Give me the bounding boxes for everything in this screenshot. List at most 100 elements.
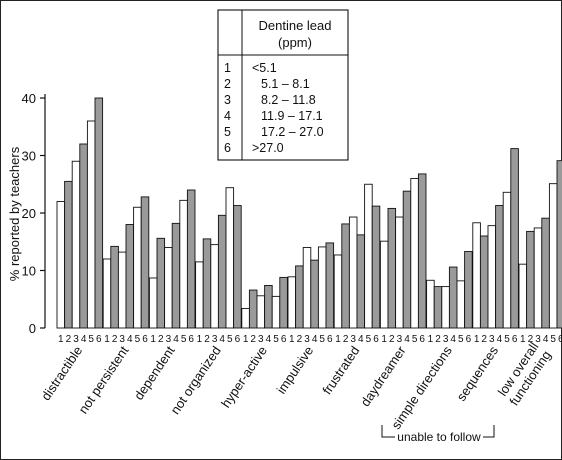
category-label-dependent: dependent [131,343,178,403]
legend-range-3: 8.2 – 11.8 [261,93,316,107]
category-label-distractible: distractible [38,343,85,403]
bar-number-dependent-6: 6 [188,334,194,345]
bar-low-overall-functioning-3 [533,227,543,329]
bar-number-not-persistent-2: 2 [112,334,118,345]
bar-low-overall-functioning-5 [548,183,558,329]
bar-number-frustrated-6: 6 [373,334,379,345]
bar-number-not-organized-1: 1 [197,334,203,345]
bar-sequences-5 [502,191,512,329]
bar-number-simple-directions-1: 1 [428,334,434,345]
bar-hyper-active-1 [241,308,250,329]
bar-daydreamer-5 [410,178,419,329]
legend-range-1: <5.1 [252,61,277,75]
bar-frustrated-4 [356,234,366,329]
bar-not-organized-1 [195,261,204,329]
bar-impulsive-6 [325,242,335,329]
bar-simple-directions-4 [448,266,458,329]
bar-number-not-persistent-1: 1 [104,334,110,345]
bar-frustrated-3 [348,216,358,329]
bar-number-sequences-1: 1 [474,334,480,345]
bar-frustrated-2 [341,223,350,329]
bar-simple-directions-1 [426,279,435,329]
y-tick-label-20: 20 [22,206,36,221]
legend-range-5: 17.2 – 27.0 [261,125,324,139]
bar-number-distractible-4: 4 [81,334,87,345]
bar-number-distractible-1: 1 [58,334,64,345]
bar-distractible-6 [94,97,104,329]
bar-number-sequences-4: 4 [497,334,503,345]
bar-sequences-3 [487,225,497,329]
bar-number-hyper-active-6: 6 [281,334,287,345]
bar-impulsive-5 [317,246,327,329]
bar-number-sequences-5: 5 [504,334,510,345]
bar-number-impulsive-6: 6 [327,334,333,345]
bar-daydreamer-4 [402,190,412,329]
bar-number-hyper-active-4: 4 [266,334,272,345]
bar-simple-directions-3 [441,286,450,329]
bar-low-overall-functioning-2 [526,230,535,329]
bar-number-not-persistent-6: 6 [142,334,148,345]
bar-not-persistent-6 [140,196,150,329]
bar-number-not-organized-5: 5 [227,334,233,345]
bar-number-hyper-active-3: 3 [258,334,264,345]
bar-low-overall-functioning-6 [556,160,562,329]
bar-dependent-5 [179,199,188,329]
bar-number-not-persistent-4: 4 [127,334,133,345]
bar-sequences-4 [495,205,504,329]
bar-impulsive-4 [310,259,319,329]
y-tick-label-0: 0 [29,321,36,336]
bar-number-simple-directions-4: 4 [450,334,456,345]
bar-number-low-overall-functioning-4: 4 [543,334,549,345]
bar-frustrated-1 [333,254,343,329]
bar-not-persistent-1 [102,258,112,329]
bar-dependent-6 [186,189,196,329]
legend-key-2: 2 [224,77,231,91]
bar-simple-directions-2 [433,286,443,329]
bar-not-organized-5 [225,187,235,329]
category-label-impulsive: impulsive [274,343,317,396]
bar-not-organized-3 [210,244,219,329]
bar-number-low-overall-functioning-3: 3 [535,334,541,345]
bar-frustrated-5 [364,183,373,329]
bar-impulsive-3 [302,247,312,329]
bar-number-low-overall-functioning-1: 1 [520,334,526,345]
bar-number-dependent-4: 4 [173,334,179,345]
bar-not-organized-6 [233,205,242,329]
bar-number-simple-directions-3: 3 [443,334,449,345]
legend-key-5: 5 [224,125,231,139]
unable-to-follow-bracket: unable to follow [381,425,495,444]
bar-number-simple-directions-5: 5 [458,334,464,345]
legend-key-6: 6 [224,141,231,155]
bar-number-low-overall-functioning-2: 2 [528,334,534,345]
bar-number-hyper-active-2: 2 [250,334,256,345]
bar-dependent-2 [156,237,166,329]
bar-number-frustrated-2: 2 [343,334,349,345]
legend: Dentine lead (ppm) [217,9,349,161]
bar-sequences-1 [472,222,481,329]
legend-key-1: 1 [224,61,231,75]
bar-number-not-organized-3: 3 [212,334,218,345]
bar-sequences-2 [479,235,489,329]
bar-number-frustrated-5: 5 [366,334,372,345]
bar-number-not-persistent-5: 5 [135,334,141,345]
bar-number-sequences-3: 3 [489,334,495,345]
y-tick-label-30: 30 [22,149,36,164]
bar-number-sequences-2: 2 [481,334,487,345]
legend-key-4: 4 [224,109,231,123]
bar-daydreamer-3 [395,216,404,329]
bar-not-organized-2 [202,238,212,329]
legend-key-3: 3 [224,93,231,107]
bar-not-persistent-5 [133,206,142,329]
bar-hyper-active-5 [271,295,281,329]
bracket-line [381,425,495,438]
bar-distractible-4 [79,143,88,329]
bar-daydreamer-1 [379,240,389,329]
bar-number-frustrated-1: 1 [335,334,341,345]
bar-number-daydreamer-1: 1 [381,334,387,345]
category-label-hyper-active: hyper-active [218,343,270,410]
bar-number-simple-directions-2: 2 [435,334,441,345]
bar-number-impulsive-2: 2 [297,334,303,345]
bar-hyper-active-4 [264,285,273,329]
bar-number-daydreamer-6: 6 [419,334,425,345]
